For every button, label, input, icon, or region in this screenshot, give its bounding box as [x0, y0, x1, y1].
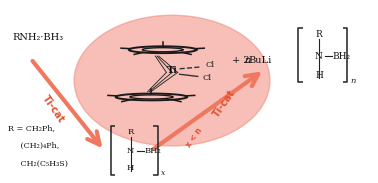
Text: BH₂: BH₂ [333, 52, 351, 61]
Text: R = CH₂Ph,: R = CH₂Ph, [8, 124, 55, 132]
Text: N: N [127, 147, 134, 155]
Text: x < n: x < n [184, 126, 204, 149]
Ellipse shape [74, 15, 270, 146]
Text: RNH₂·BH₃: RNH₂·BH₃ [12, 33, 63, 42]
Text: Ti: Ti [167, 66, 178, 75]
Text: n: n [245, 56, 251, 65]
Text: BuLi: BuLi [248, 56, 272, 65]
Text: + 2: + 2 [232, 56, 253, 65]
Text: Cl: Cl [202, 74, 211, 82]
Text: Ti-cat: Ti-cat [40, 93, 67, 124]
Text: Ti-cat: Ti-cat [212, 88, 238, 119]
Text: R: R [127, 128, 134, 136]
Text: H: H [127, 164, 134, 172]
Text: (CH₂)₄Ph,: (CH₂)₄Ph, [8, 142, 59, 150]
Text: x: x [161, 169, 165, 177]
Text: H: H [315, 71, 323, 80]
Text: Cl: Cl [206, 61, 215, 69]
Text: n: n [350, 77, 356, 85]
Text: CH₂(C₅H₃S): CH₂(C₅H₃S) [8, 160, 68, 168]
Text: BH₂: BH₂ [144, 147, 161, 155]
Text: N: N [315, 52, 323, 61]
Text: R: R [316, 30, 322, 39]
